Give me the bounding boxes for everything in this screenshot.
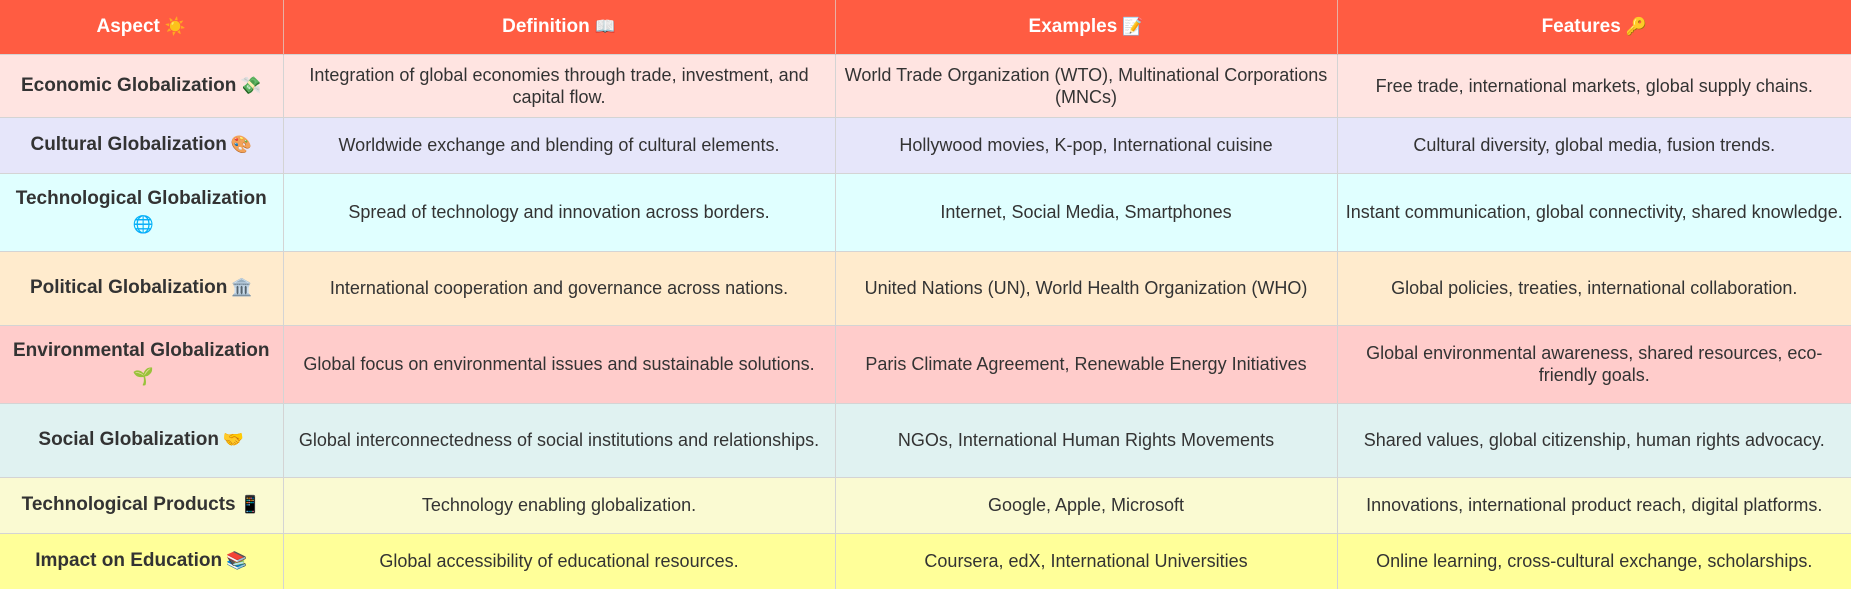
header-label: Features <box>1541 15 1621 37</box>
classical-building-icon: 🏛️ <box>231 278 253 298</box>
table-row: Environmental Globalization 🌱 Global focu… <box>0 324 1851 403</box>
handshake-icon: 🤝 <box>222 430 245 450</box>
aspect-cell: Technological Products 📱 <box>0 476 284 533</box>
header-label: Aspect <box>96 15 160 37</box>
aspect-label: Technological Globalization <box>15 188 267 209</box>
aspect-cell: Technological Globalization 🌐 <box>0 172 284 251</box>
header-label: Examples <box>1028 15 1118 37</box>
features-cell: Global policies, treaties, international… <box>1337 250 1851 325</box>
books-icon: 📚 <box>226 551 248 572</box>
examples-cell: Google, Apple, Microsoft <box>835 476 1338 533</box>
globe-with-meridians-icon: 🌐 <box>132 215 154 235</box>
definition-cell: International cooperation and governance… <box>283 250 836 325</box>
features-cell: Instant communication, global connectivi… <box>1337 172 1851 251</box>
header-features: Features 🔑 <box>1337 0 1851 54</box>
examples-cell: NGOs, International Human Rights Movemen… <box>835 402 1338 477</box>
aspect-label: Social Globalization <box>38 429 219 450</box>
aspect-cell: Environmental Globalization 🌱 <box>0 324 284 403</box>
features-cell: Free trade, international markets, globa… <box>1337 53 1851 117</box>
header-label: Definition <box>502 15 590 37</box>
sun-icon: ☀️ <box>164 16 187 37</box>
aspect-label: Economic Globalization <box>20 74 237 96</box>
table-row: Impact on Education 📚 Global accessibilit… <box>0 532 1851 589</box>
header-row: Aspect ☀️ Definition 📖 Examples 📝 Features 🔑 <box>0 0 1851 54</box>
examples-cell: Internet, Social Media, Smartphones <box>835 172 1338 251</box>
money-with-wings-icon: 💸 <box>240 75 262 96</box>
definition-cell: Technology enabling globalization. <box>283 476 836 533</box>
definition-cell: Worldwide exchange and blending of cultu… <box>283 116 836 173</box>
table-row: Political Globalization 🏛️ International … <box>0 250 1851 325</box>
aspect-label: Technological Products <box>21 494 236 515</box>
open-book-icon: 📖 <box>594 16 616 37</box>
definition-cell: Spread of technology and innovation acro… <box>283 172 836 251</box>
header-aspect: Aspect ☀️ <box>0 0 284 54</box>
table-row: Technological Globalization 🌐 Spread of t… <box>0 172 1851 251</box>
aspect-cell: Political Globalization 🏛️ <box>0 250 284 325</box>
definition-cell: Global accessibility of educational reso… <box>283 532 836 589</box>
definition-cell: Integration of global economies through … <box>283 53 836 117</box>
header-examples: Examples 📝 <box>835 0 1338 54</box>
aspect-cell: Social Globalization 🤝 <box>0 402 284 477</box>
features-cell: Global environmental awareness, shared r… <box>1337 324 1851 403</box>
aspect-cell: Cultural Globalization 🎨 <box>0 116 284 173</box>
examples-cell: Paris Climate Agreement, Renewable Energ… <box>835 324 1338 403</box>
examples-cell: United Nations (UN), World Health Organi… <box>835 250 1338 325</box>
artist-palette-icon: 🎨 <box>230 135 252 155</box>
memo-icon: 📝 <box>1122 16 1144 37</box>
aspect-label: Impact on Education <box>35 550 223 572</box>
definition-cell: Global interconnectedness of social inst… <box>283 402 836 477</box>
definition-cell: Global focus on environmental issues and… <box>283 324 836 403</box>
header-definition: Definition 📖 <box>283 0 836 54</box>
features-cell: Innovations, international product reach… <box>1337 476 1851 533</box>
table-row: Social Globalization 🤝 Global interconnec… <box>0 402 1851 477</box>
features-cell: Shared values, global citizenship, human… <box>1337 402 1851 477</box>
table-row: Cultural Globalization 🎨 Worldwide exchan… <box>0 116 1851 173</box>
features-cell: Online learning, cross-cultural exchange… <box>1337 532 1851 589</box>
examples-cell: World Trade Organization (WTO), Multinat… <box>835 53 1338 117</box>
aspect-label: Cultural Globalization <box>30 134 227 155</box>
table-row: Technological Products 📱 Technology enabl… <box>0 476 1851 533</box>
aspect-label: Political Globalization <box>29 277 228 298</box>
features-cell: Cultural diversity, global media, fusion… <box>1337 116 1851 173</box>
examples-cell: Coursera, edX, International Universitie… <box>835 532 1338 589</box>
examples-cell: Hollywood movies, K-pop, International c… <box>835 116 1338 173</box>
seedling-icon: 🌱 <box>132 367 154 387</box>
table-row: Economic Globalization 💸 Integration of g… <box>0 53 1851 117</box>
mobile-phone-icon: 📱 <box>239 495 261 515</box>
aspect-label: Environmental Globalization <box>12 340 270 361</box>
key-icon: 🔑 <box>1625 16 1647 37</box>
aspect-cell: Economic Globalization 💸 <box>0 53 284 117</box>
aspect-cell: Impact on Education 📚 <box>0 532 284 589</box>
